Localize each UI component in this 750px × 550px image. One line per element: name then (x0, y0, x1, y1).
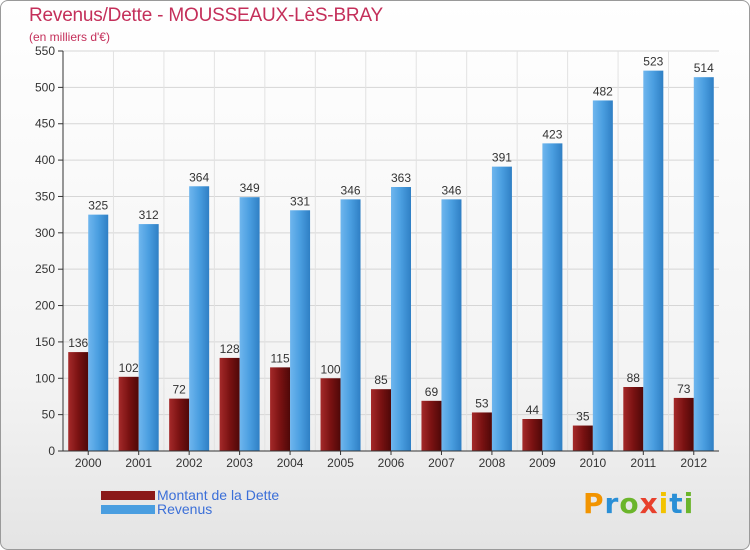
chart-subtitle: (en milliers d'€) (29, 30, 110, 44)
x-tick-label: 2006 (378, 456, 405, 470)
legend-swatch-revenus (101, 505, 155, 514)
bar-dette (522, 419, 543, 451)
x-tick-label: 2000 (75, 456, 102, 470)
bar-dette (219, 357, 240, 451)
y-tick-label: 0 (48, 444, 55, 458)
bar-revenus (441, 199, 462, 451)
legend-swatch-debt (101, 491, 155, 500)
y-tick-label: 350 (35, 189, 55, 203)
bar-revenus (88, 214, 109, 451)
data-label-dette: 73 (677, 382, 691, 396)
logo-letter: t (669, 487, 684, 520)
bar-dette (421, 400, 442, 451)
x-tick-label: 2001 (125, 456, 152, 470)
data-label-revenus: 346 (341, 183, 361, 197)
data-label-revenus: 423 (542, 127, 562, 141)
y-tick-label: 150 (35, 335, 55, 349)
x-tick-label: 2005 (327, 456, 354, 470)
bar-dette (673, 397, 694, 451)
data-label-dette: 44 (526, 403, 540, 417)
data-label-revenus: 349 (240, 181, 260, 195)
x-tick-label: 2003 (226, 456, 253, 470)
logo-letter: r (604, 487, 620, 520)
data-label-dette: 35 (576, 410, 590, 424)
bar-revenus (542, 143, 563, 451)
x-tick-label: 2012 (680, 456, 707, 470)
logo-letter: i (658, 487, 670, 520)
x-tick-label: 2008 (479, 456, 506, 470)
bar-dette (270, 367, 291, 451)
y-tick-label: 200 (35, 299, 55, 313)
bar-dette (572, 425, 593, 451)
x-tick-label: 2002 (176, 456, 203, 470)
logo-letter: x (639, 487, 659, 520)
data-label-revenus: 514 (694, 61, 714, 75)
bar-dette (471, 412, 492, 451)
x-tick-label: 2009 (529, 456, 556, 470)
x-tick-label: 2004 (277, 456, 304, 470)
y-tick-label: 450 (35, 117, 55, 131)
data-label-revenus: 523 (643, 55, 663, 69)
y-tick-label: 300 (35, 226, 55, 240)
y-tick-label: 100 (35, 371, 55, 385)
bar-dette (68, 352, 89, 451)
data-label-revenus: 346 (441, 183, 461, 197)
y-tick-label: 550 (35, 44, 55, 58)
bar-revenus (138, 224, 159, 451)
bar-revenus (693, 77, 714, 451)
y-tick-label: 250 (35, 262, 55, 276)
bar-revenus (189, 186, 210, 452)
bar-revenus (239, 197, 260, 451)
bar-revenus (290, 210, 311, 451)
chart-title: Revenus/Dette - MOUSSEAUX-LèS-BRAY (29, 5, 383, 26)
data-label-dette: 128 (220, 342, 240, 356)
y-tick-label: 500 (35, 80, 55, 94)
data-label-revenus: 363 (391, 171, 411, 185)
data-label-revenus: 312 (139, 208, 159, 222)
data-label-revenus: 391 (492, 151, 512, 165)
bar-dette (371, 389, 391, 451)
data-label-revenus: 325 (88, 199, 108, 213)
y-tick-label: 50 (42, 408, 56, 422)
x-tick-label: 2007 (428, 456, 455, 470)
bar-revenus (592, 100, 613, 452)
logo-letter: i (683, 487, 695, 520)
data-label-revenus: 331 (290, 194, 310, 208)
data-label-revenus: 364 (189, 170, 209, 184)
legend-label-debt: Montant de la Dette (157, 487, 280, 503)
x-tick-label: 2011 (630, 456, 656, 470)
y-tick-label: 400 (35, 153, 55, 167)
bar-dette (623, 387, 644, 451)
data-label-dette: 53 (475, 396, 489, 410)
bar-revenus (340, 199, 361, 451)
bar-dette (320, 378, 341, 451)
data-label-dette: 115 (271, 351, 290, 365)
bar-dette (118, 376, 139, 451)
bar-dette (169, 398, 190, 451)
logo-letter: o (619, 487, 640, 520)
x-tick-label: 2010 (579, 456, 606, 470)
data-label-dette: 88 (627, 371, 641, 385)
data-label-dette: 69 (425, 385, 439, 399)
data-label-dette: 72 (172, 383, 186, 397)
logo-letter: P (583, 487, 605, 520)
legend-label-revenus: Revenus (157, 501, 213, 517)
proxiti-logo: Proxiti (583, 487, 694, 520)
data-label-dette: 85 (374, 373, 388, 387)
data-label-dette: 100 (321, 362, 341, 376)
bar-revenus (391, 187, 411, 451)
bar-revenus (643, 70, 664, 452)
bar-revenus (491, 166, 512, 452)
data-label-dette: 136 (68, 336, 88, 350)
data-label-revenus: 482 (593, 84, 613, 98)
data-label-dette: 102 (119, 361, 139, 375)
